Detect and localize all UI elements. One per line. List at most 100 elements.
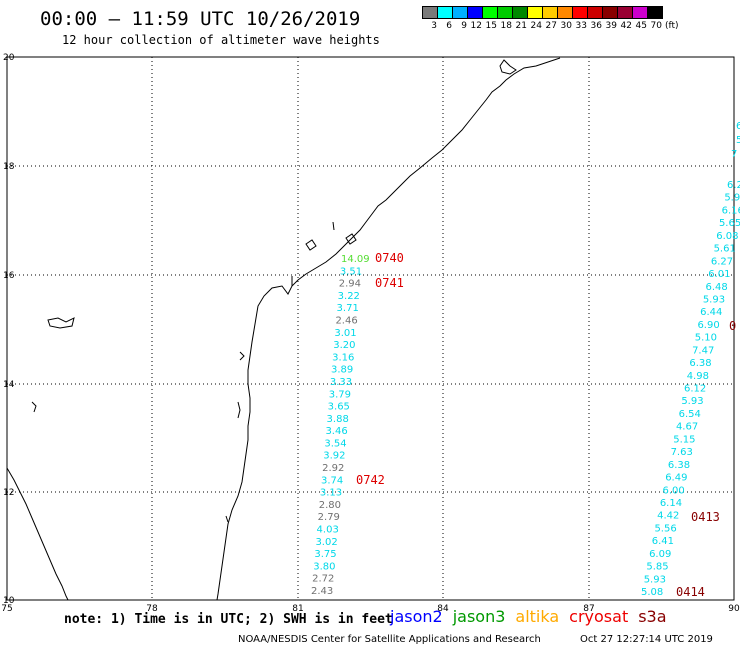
satellite-s3a: s3a — [638, 607, 667, 626]
swh-value: 7.63 — [671, 447, 693, 458]
swh-value: 6.12 — [684, 384, 706, 395]
satellite-jason3: jason3 — [452, 607, 506, 626]
legend-label: 27 — [545, 21, 557, 31]
swh-value: 6.27 — [711, 256, 733, 267]
pass-time-label: 0742 — [356, 473, 385, 487]
page-subtitle: 12 hour collection of altimeter wave hei… — [62, 33, 380, 47]
lat-tick-label: 20 — [3, 53, 15, 63]
legend-label: 45 — [635, 21, 647, 31]
swh-value: 14.09 — [341, 254, 370, 265]
swh-value: 5.65 — [719, 218, 740, 229]
swh-value-partial: 7 — [731, 149, 737, 160]
swh-value: 6.00 — [663, 485, 685, 496]
map-frame — [6, 56, 735, 601]
swh-value: 2.79 — [318, 512, 340, 523]
legend-label: 24 — [530, 21, 542, 31]
coastline-point — [332, 221, 335, 231]
swh-value: 3.20 — [333, 340, 355, 351]
pass-time-label: 0414 — [676, 585, 705, 599]
coastline — [6, 57, 561, 601]
island-west — [47, 317, 75, 329]
swh-value: 3.54 — [324, 438, 346, 449]
pass-time-label: 0740 — [375, 251, 404, 265]
swh-value: 6.09 — [649, 549, 671, 560]
legend-unit: (ft) — [665, 21, 679, 31]
swh-value: 3.80 — [313, 561, 335, 572]
swh-value: 4.42 — [657, 511, 679, 522]
lat-tick-label: 12 — [3, 488, 14, 498]
swh-value: 3.02 — [315, 537, 337, 548]
swh-value: 4.98 — [687, 371, 709, 382]
swh-value: 5.10 — [695, 333, 717, 344]
legend-label: 36 — [590, 21, 602, 31]
swh-value: 3.75 — [314, 549, 336, 560]
satellite-jason2: jason2 — [390, 607, 443, 626]
track-east: 6576.25.96.165.656.085.616.276.016.485.9… — [641, 121, 740, 599]
swh-value: 6.41 — [652, 536, 674, 547]
note-text: note: 1) Time is in UTC; 2) SWH is in fe… — [64, 612, 393, 627]
swh-value-partial: 6 — [736, 121, 740, 132]
swh-value: 2.46 — [335, 315, 357, 326]
lon-tick-label: 84 — [437, 604, 449, 614]
swh-value: 5.56 — [654, 523, 676, 534]
swh-value: 3.71 — [337, 303, 359, 314]
swh-value: 3.79 — [329, 389, 351, 400]
pass-time-label-partial: 0 — [729, 319, 736, 333]
swh-value: 6.01 — [708, 269, 730, 280]
legend-label: 9 — [461, 21, 467, 31]
coastline-small-bay — [499, 59, 517, 75]
page-title: 00:00 – 11:59 UTC 10/26/2019 — [40, 8, 361, 30]
swh-value: 2.94 — [339, 279, 361, 290]
swh-value: 6.2 — [727, 180, 740, 191]
swh-value: 3.16 — [332, 352, 354, 363]
lat-tick-label: 14 — [3, 380, 15, 390]
swh-value: 6.90 — [697, 320, 719, 331]
legend-label: 12 — [470, 21, 482, 31]
coastline-island — [305, 239, 317, 251]
swh-value: 6.38 — [689, 358, 711, 369]
legend-label: 3 — [431, 21, 437, 31]
swh-value: 3.89 — [331, 365, 353, 376]
legend-label: 33 — [575, 21, 587, 31]
coast-mid-stub — [237, 401, 241, 419]
lat-lon-grid — [7, 57, 734, 600]
swh-value: 5.08 — [641, 587, 663, 598]
swh-value: 5.15 — [673, 434, 695, 445]
swh-value: 3.01 — [334, 328, 356, 339]
swh-value: 3.22 — [338, 291, 360, 302]
legend-label: 39 — [605, 21, 617, 31]
track-west: 14.093.51 2.943.223.712.46 3.013.203.16 3.8… — [311, 251, 404, 597]
satellite-cryosat: cryosat — [569, 607, 629, 626]
color-legend: 3 6 9 12 15 18 21 24 27 30 33 36 39 42 45 70 (ft) — [422, 6, 679, 31]
legend-label: 42 — [620, 21, 632, 31]
legend-label: 70 — [650, 21, 662, 31]
legend-swatch — [647, 6, 663, 19]
swh-value: 5.93 — [681, 396, 703, 407]
legend-swatches — [422, 6, 679, 19]
swh-value: 6.16 — [722, 205, 740, 216]
swh-value: 6.54 — [679, 409, 701, 420]
legend-label: 15 — [485, 21, 497, 31]
legend-label: 21 — [515, 21, 527, 31]
sri-lanka-coast — [6, 467, 69, 601]
swh-value-partial: 5 — [736, 135, 740, 146]
swh-value: 3.65 — [328, 402, 350, 413]
lat-tick-label: 16 — [3, 271, 15, 281]
swh-value: 6.08 — [716, 231, 738, 242]
coastline-main — [216, 57, 561, 601]
swh-value: 3.51 — [340, 266, 362, 277]
swh-value: 2.72 — [312, 574, 334, 585]
lat-tick-label: 18 — [3, 162, 15, 172]
swh-value: 6.14 — [660, 498, 682, 509]
swh-value: 3.13 — [320, 488, 342, 499]
legend-label: 30 — [560, 21, 572, 31]
lon-tick-label: 90 — [728, 604, 740, 614]
legend-labels: 3 6 9 12 15 18 21 24 27 30 33 36 39 42 45 70 (ft) — [422, 19, 679, 31]
pass-time-label: 0413 — [691, 510, 720, 524]
credit-text: NOAA/NESDIS Center for Satellite Applica… — [238, 634, 541, 645]
coast-west-point — [239, 351, 245, 361]
swh-value: 2.80 — [319, 500, 341, 511]
lon-tick-label: 81 — [292, 604, 303, 614]
